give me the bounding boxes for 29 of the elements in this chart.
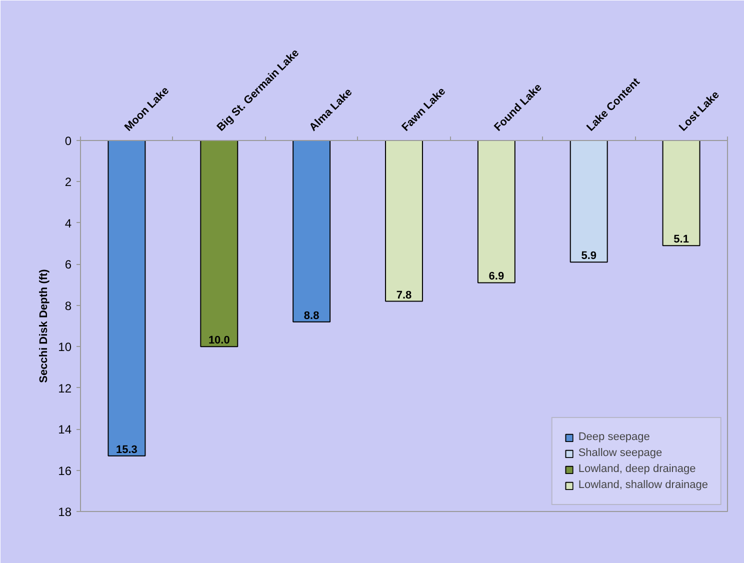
- y-tick-label: 18: [58, 505, 72, 519]
- y-axis-title: Secchi Disk Depth (ft): [38, 268, 50, 383]
- data-label: 15.3: [116, 444, 138, 456]
- y-tick-label: 16: [58, 464, 72, 478]
- legend-label: Deep seepage: [578, 430, 650, 444]
- y-tick-label: 0: [64, 134, 72, 148]
- bar: [477, 140, 516, 284]
- y-tick-label: 10: [58, 340, 72, 354]
- data-label: 8.8: [304, 310, 320, 322]
- y-tick-label: 14: [58, 422, 72, 437]
- bar: [292, 140, 331, 322]
- y-tick-label: 6: [64, 258, 72, 272]
- data-label: 5.1: [674, 234, 689, 246]
- y-tick-label: 4: [64, 216, 72, 230]
- data-label: 6.9: [488, 270, 504, 283]
- y-tick-label: 12: [58, 381, 72, 396]
- y-tick-label: 8: [64, 298, 72, 313]
- bar: [200, 140, 238, 348]
- data-label: 10.0: [208, 334, 230, 347]
- bar: [108, 140, 146, 456]
- data-label: 7.8: [396, 289, 412, 302]
- bar: [570, 140, 608, 263]
- legend-label: Lowland, shallow drainage: [578, 478, 708, 492]
- y-tick-label: 2: [64, 175, 72, 190]
- legend-label: Shallow seepage: [578, 446, 662, 460]
- bar: [385, 140, 423, 302]
- data-label: 5.9: [581, 250, 597, 262]
- legend-label: Lowland, deep drainage: [578, 462, 696, 476]
- bar: [662, 140, 700, 246]
